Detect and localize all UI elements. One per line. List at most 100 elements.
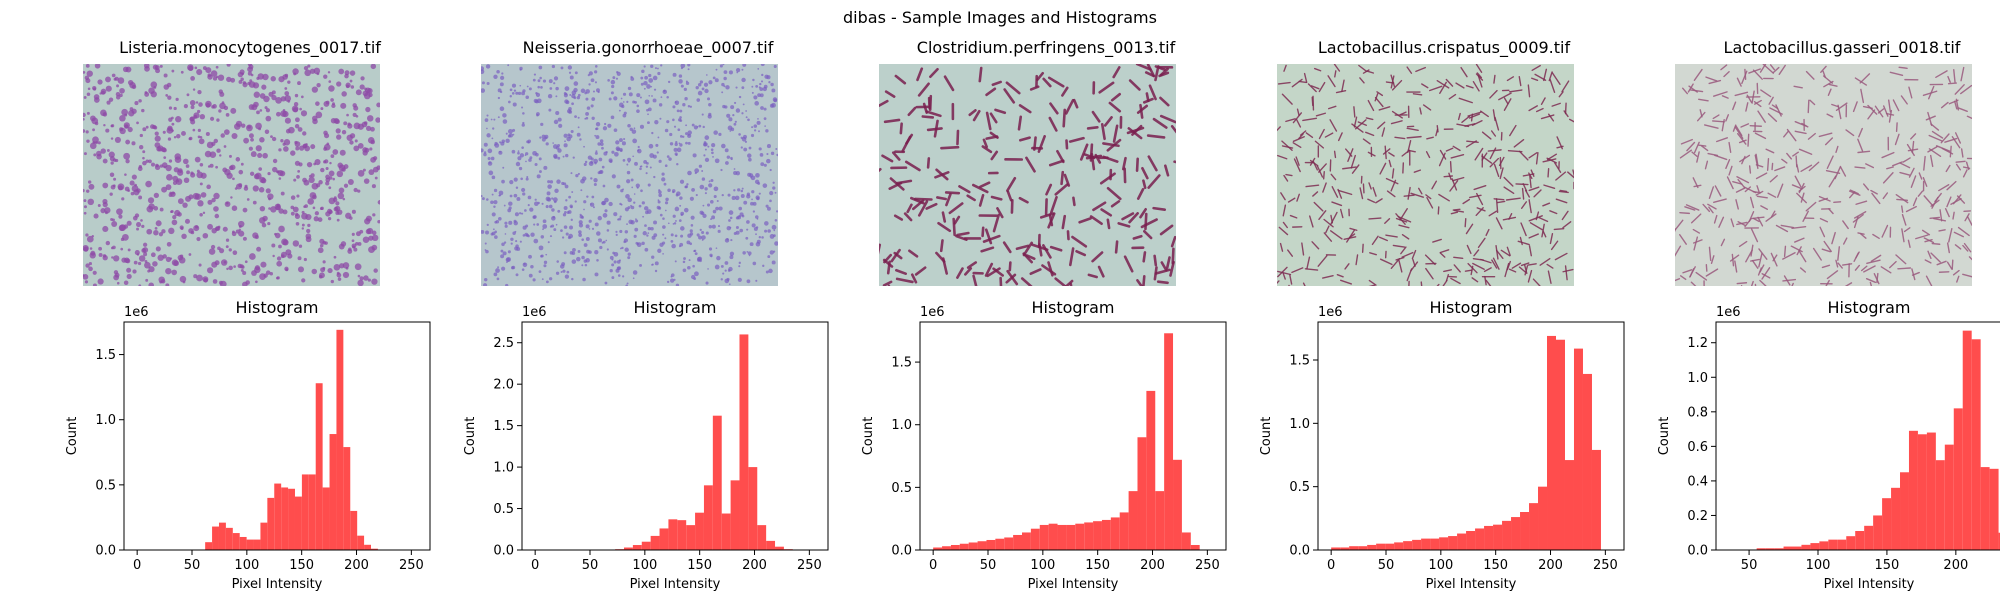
histogram-bar <box>775 546 784 550</box>
histogram-bar <box>1039 524 1049 550</box>
histogram-bar <box>350 510 358 550</box>
x-tick-label: 0 <box>531 558 539 573</box>
histogram-bar <box>364 544 371 550</box>
histogram-bar <box>1190 544 1200 550</box>
y-tick-label: 2.5 <box>493 336 514 351</box>
histogram-bar <box>995 538 1005 550</box>
panel-3: Clostridium.perfringens_0013.tif Histogra… <box>856 38 1236 598</box>
y-tick-label: 0.0 <box>1289 544 1310 559</box>
y-tick-label: 1.0 <box>891 418 912 433</box>
histogram-bar <box>336 329 344 550</box>
histogram-title: Histogram <box>236 298 319 317</box>
histogram-bar <box>1013 534 1022 550</box>
x-tick-label: 200 <box>1140 558 1165 573</box>
histogram-bar <box>942 546 951 550</box>
histogram-bar <box>1448 536 1458 550</box>
x-tick-label: 250 <box>399 558 424 573</box>
x-tick-label: 250 <box>1593 558 1618 573</box>
histogram-bar <box>1837 539 1847 550</box>
histogram-bar <box>757 525 767 550</box>
histogram-chart: Histogram 1e6 0 50 100 150 200 250 0.0 0.5 1.0 1.5 2… <box>463 298 829 592</box>
histogram-bar <box>1783 546 1793 550</box>
x-tick-label: 200 <box>1538 558 1563 573</box>
histogram-bar <box>1412 539 1422 550</box>
micrograph-image <box>481 64 778 286</box>
histogram-bar <box>1511 517 1521 550</box>
histogram-bar <box>668 519 678 550</box>
y-tick-label: 0.0 <box>891 544 912 559</box>
histogram-bar <box>1882 498 1892 550</box>
panel-1: Listeria.monocytogenes_0017.tif Histogram… <box>60 38 440 598</box>
y-multiplier-label: 1e6 <box>522 305 547 320</box>
histogram-bar <box>1430 538 1440 550</box>
y-tick-label: 0.4 <box>1687 474 1708 489</box>
histogram-bar <box>1376 543 1386 550</box>
histogram-bar <box>1173 459 1182 550</box>
histogram-bar <box>1075 523 1085 550</box>
micrograph-image <box>1277 64 1574 286</box>
histogram-bar <box>1556 339 1565 550</box>
histogram-bar <box>1774 548 1784 550</box>
histogram-bar <box>641 541 651 550</box>
histogram-bar <box>294 496 302 550</box>
histogram-bar <box>748 467 758 550</box>
histogram-bar <box>1891 487 1901 550</box>
histogram-bar <box>1093 521 1102 550</box>
histogram-bar <box>1873 515 1883 550</box>
y-tick-label: 0.0 <box>95 544 116 559</box>
histogram-bar <box>218 522 226 550</box>
micrograph-image <box>879 64 1176 286</box>
x-tick-label: 150 <box>1483 558 1508 573</box>
histogram-bar <box>253 539 261 550</box>
y-axis-label: Count <box>1657 417 1672 456</box>
histogram-bar <box>1864 525 1874 550</box>
x-tick-label: 0 <box>929 558 937 573</box>
histogram-bar <box>1828 539 1838 550</box>
x-tick-label: 100 <box>234 558 259 573</box>
histogram-bar <box>766 540 776 550</box>
histogram-bar <box>1457 533 1467 550</box>
panel-2: Neisseria.gonorrhoeae_0007.tif Histogram 1… <box>458 38 838 598</box>
histogram-bar <box>288 488 295 550</box>
histogram-bar <box>1801 544 1811 550</box>
x-axis-label: Pixel Intensity <box>1824 577 1915 592</box>
x-axis-label: Pixel Intensity <box>232 577 323 592</box>
histogram-bar <box>246 539 254 550</box>
x-axis-label: Pixel Intensity <box>1426 577 1517 592</box>
histogram-bar <box>1529 503 1539 550</box>
x-tick-label: 100 <box>1806 558 1831 573</box>
x-tick-label: 150 <box>1875 558 1900 573</box>
histogram-bar <box>1030 528 1040 550</box>
histogram-bar <box>1908 430 1918 550</box>
y-multiplier-label: 1e6 <box>1318 305 1343 320</box>
histogram-title: Histogram <box>1828 298 1911 317</box>
histogram-bar <box>1004 537 1014 550</box>
y-axis-label: Count <box>1259 417 1274 456</box>
x-tick-label: 250 <box>797 558 822 573</box>
histogram-bar <box>232 533 240 550</box>
y-tick-label: 1.5 <box>1289 354 1310 369</box>
y-tick-label: 0.5 <box>493 502 514 517</box>
x-tick-label: 100 <box>632 558 657 573</box>
histogram-bar <box>1421 538 1431 550</box>
y-multiplier-label: 1e6 <box>1716 305 1741 320</box>
histogram-bar <box>1137 437 1147 550</box>
histogram-bar <box>1066 524 1076 550</box>
histogram-bar <box>968 542 978 550</box>
y-tick-label: 1.0 <box>1687 371 1708 386</box>
histogram-bar <box>1394 542 1404 550</box>
histogram-bar <box>1475 528 1485 550</box>
x-tick-label: 50 <box>980 558 997 573</box>
histogram-bar <box>1331 547 1341 550</box>
x-tick-label: 200 <box>1943 558 1968 573</box>
histogram-bar <box>322 487 330 550</box>
histogram-bar <box>1385 543 1395 550</box>
histogram-bar <box>1900 472 1909 550</box>
y-tick-label: 0.5 <box>1289 480 1310 495</box>
x-axis-label: Pixel Intensity <box>1028 577 1119 592</box>
histogram-bar <box>1591 449 1601 550</box>
histogram-title: Histogram <box>634 298 717 317</box>
histogram-bar <box>1980 467 1990 550</box>
x-tick-label: 0 <box>133 558 141 573</box>
y-tick-label: 1.0 <box>493 461 514 476</box>
